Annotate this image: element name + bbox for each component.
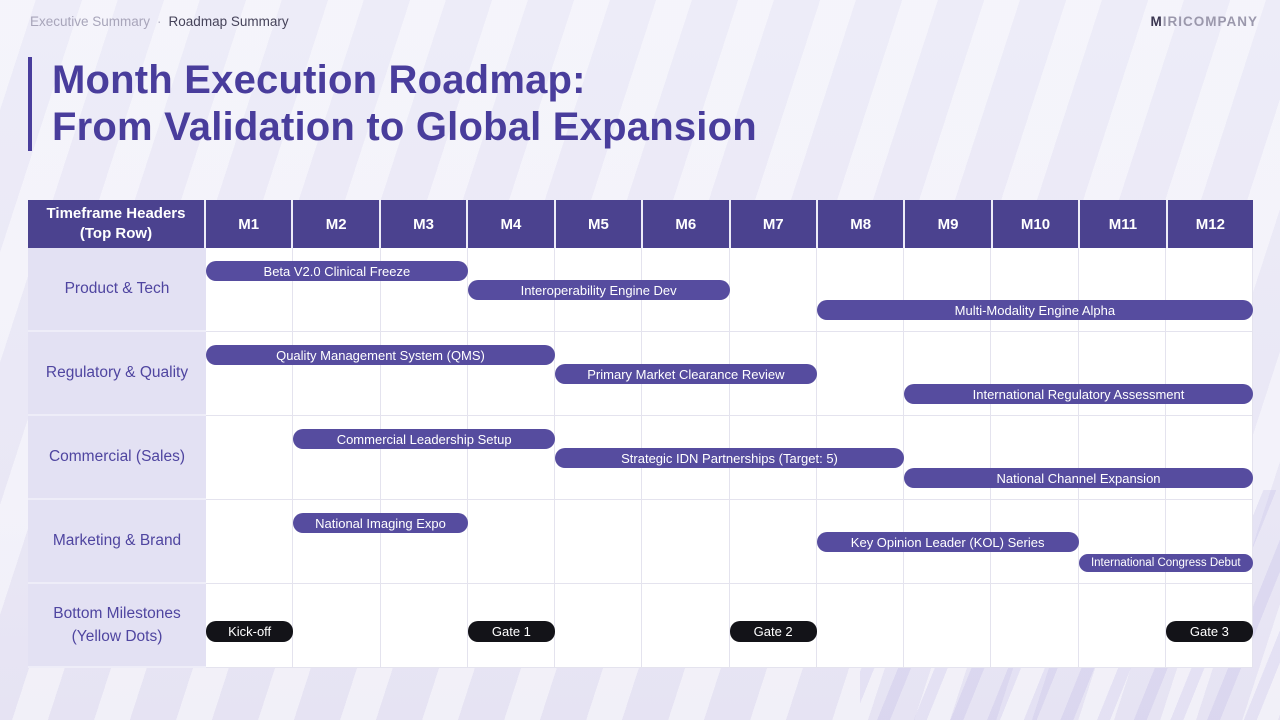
roadmap-bar: Interoperability Engine Dev — [467, 280, 730, 300]
row-label: Product & Tech — [28, 248, 206, 332]
milestone-pill: Gate 2 — [729, 621, 817, 642]
row-label: Commercial (Sales) — [28, 416, 206, 500]
month-header-cell: M1 — [206, 200, 292, 248]
row-label: Bottom Milestones (Yellow Dots) — [28, 584, 206, 668]
grid-cell — [642, 584, 730, 668]
roadmap-row: Regulatory & Quality Quality Management S… — [28, 332, 1253, 416]
milestone-pill: Gate 3 — [1165, 621, 1253, 642]
company-logo: MIRICOMPANY — [1150, 14, 1258, 29]
roadmap-bar: Key Opinion Leader (KOL) Series — [816, 532, 1079, 552]
roadmap-bar: International Congress Debut — [1078, 554, 1253, 572]
logo-initial: M — [1150, 14, 1163, 29]
roadmap-bar: National Imaging Expo — [293, 513, 468, 533]
roadmap-table: Timeframe Headers (Top Row) M1 M2 M3 M4 M5 M6 M… — [28, 200, 1254, 668]
top-bar: Executive Summary · Roadmap Summary MIRI… — [30, 14, 1258, 29]
row-label-line: (Yellow Dots) — [71, 628, 163, 645]
page-title: Month Execution Roadmap: From Validation… — [52, 57, 757, 151]
slide-title-block: Month Execution Roadmap: From Validation… — [28, 57, 757, 152]
roadmap-bar: Primary Market Clearance Review — [555, 364, 817, 384]
grid-cell — [555, 584, 643, 668]
roadmap-bar: Multi-Modality Engine Alpha — [816, 300, 1253, 320]
grid-cell — [467, 500, 555, 584]
grid-cell — [991, 584, 1079, 668]
row-label-line: Bottom Milestones — [53, 604, 181, 622]
roadmap-bar: Commercial Leadership Setup — [293, 429, 555, 449]
breadcrumb-separator: · — [157, 14, 162, 29]
row-label: Marketing & Brand — [28, 500, 206, 584]
row-cells: Quality Management System (QMS) Primary M… — [206, 332, 1253, 416]
timeframe-header-row: Timeframe Headers (Top Row) M1 M2 M3 M4 M5 M6 M… — [28, 200, 1254, 248]
roadmap-row: Marketing & Brand National Imaging Expo Ke… — [28, 500, 1253, 584]
row-cells: Kick-off Gate 1 Gate 2 Gate 3 — [206, 584, 1253, 668]
corner-header-line: Timeframe Headers — [46, 204, 186, 222]
roadmap-bar: Beta V2.0 Clinical Freeze — [206, 261, 468, 281]
milestone-pill: Kick-off — [206, 621, 294, 642]
corner-header-line: (Top Row) — [79, 225, 153, 242]
page-title-line1: Month Execution Roadmap: — [52, 58, 586, 102]
month-header-cell: M7 — [728, 200, 816, 248]
month-header-cell: M2 — [291, 200, 379, 248]
grid-cell — [380, 584, 468, 668]
roadmap-body: Product & Tech Beta V2.0 Clinical Freeze I… — [28, 248, 1253, 668]
row-cells: Commercial Leadership Setup Strategic IDN… — [206, 416, 1253, 500]
corner-header: Timeframe Headers (Top Row) — [28, 200, 206, 248]
grid-cell — [816, 584, 904, 668]
roadmap-row: Product & Tech Beta V2.0 Clinical Freeze I… — [28, 248, 1253, 332]
month-header-cell: M9 — [903, 200, 991, 248]
grid-cell — [729, 500, 817, 584]
roadmap-bar: Quality Management System (QMS) — [206, 345, 555, 365]
roadmap-row: Commercial (Sales) Commercial Leadership … — [28, 416, 1253, 500]
row-label-line: Commercial (Sales) — [48, 448, 186, 466]
month-header-cell: M12 — [1165, 200, 1254, 248]
roadmap-bar: National Channel Expansion — [904, 468, 1253, 488]
row-label: Regulatory & Quality — [28, 332, 206, 416]
title-accent-bar — [28, 57, 32, 152]
month-header-cell: M6 — [641, 200, 729, 248]
breadcrumb-current-page[interactable]: Roadmap Summary — [168, 14, 289, 29]
row-label-line: Product & Tech — [64, 280, 170, 298]
grid-cell — [729, 248, 817, 332]
row-label-line: Marketing & Brand — [52, 532, 182, 550]
month-header-cell: M8 — [815, 200, 904, 248]
grid-cell — [642, 500, 730, 584]
month-header-cell: M4 — [466, 200, 554, 248]
grid-cell — [206, 500, 294, 584]
roadmap-bar: Strategic IDN Partnerships (Target: 5) — [555, 448, 904, 468]
month-header-cell: M11 — [1078, 200, 1166, 248]
roadmap-bar: International Regulatory Assessment — [904, 384, 1253, 404]
grid-cell — [293, 584, 381, 668]
row-cells: Beta V2.0 Clinical Freeze Interoperabilit… — [206, 248, 1253, 332]
month-header-row: M1 M2 M3 M4 M5 M6 M7 M8 M9 M10 M11 M12 — [206, 200, 1254, 248]
roadmap-row: Bottom Milestones (Yellow Dots) Kick-off Ga… — [28, 584, 1253, 668]
row-label-line: Regulatory & Quality — [45, 364, 189, 382]
row-cells: National Imaging Expo Key Opinion Leader … — [206, 500, 1253, 584]
milestone-pill: Gate 1 — [467, 621, 555, 642]
grid-cell — [1078, 584, 1166, 668]
logo-rest: IRICOMPANY — [1162, 14, 1258, 29]
grid-cell — [904, 584, 992, 668]
grid-cell — [816, 332, 904, 416]
breadcrumb: Executive Summary · Roadmap Summary — [30, 14, 289, 29]
breadcrumb-section[interactable]: Executive Summary — [30, 14, 151, 29]
month-header-cell: M5 — [553, 200, 642, 248]
page-title-line2: From Validation to Global Expansion — [52, 105, 757, 150]
month-header-cell: M3 — [378, 200, 467, 248]
grid-cell — [206, 416, 294, 500]
month-header-cell: M10 — [990, 200, 1079, 248]
grid-cell — [555, 500, 643, 584]
